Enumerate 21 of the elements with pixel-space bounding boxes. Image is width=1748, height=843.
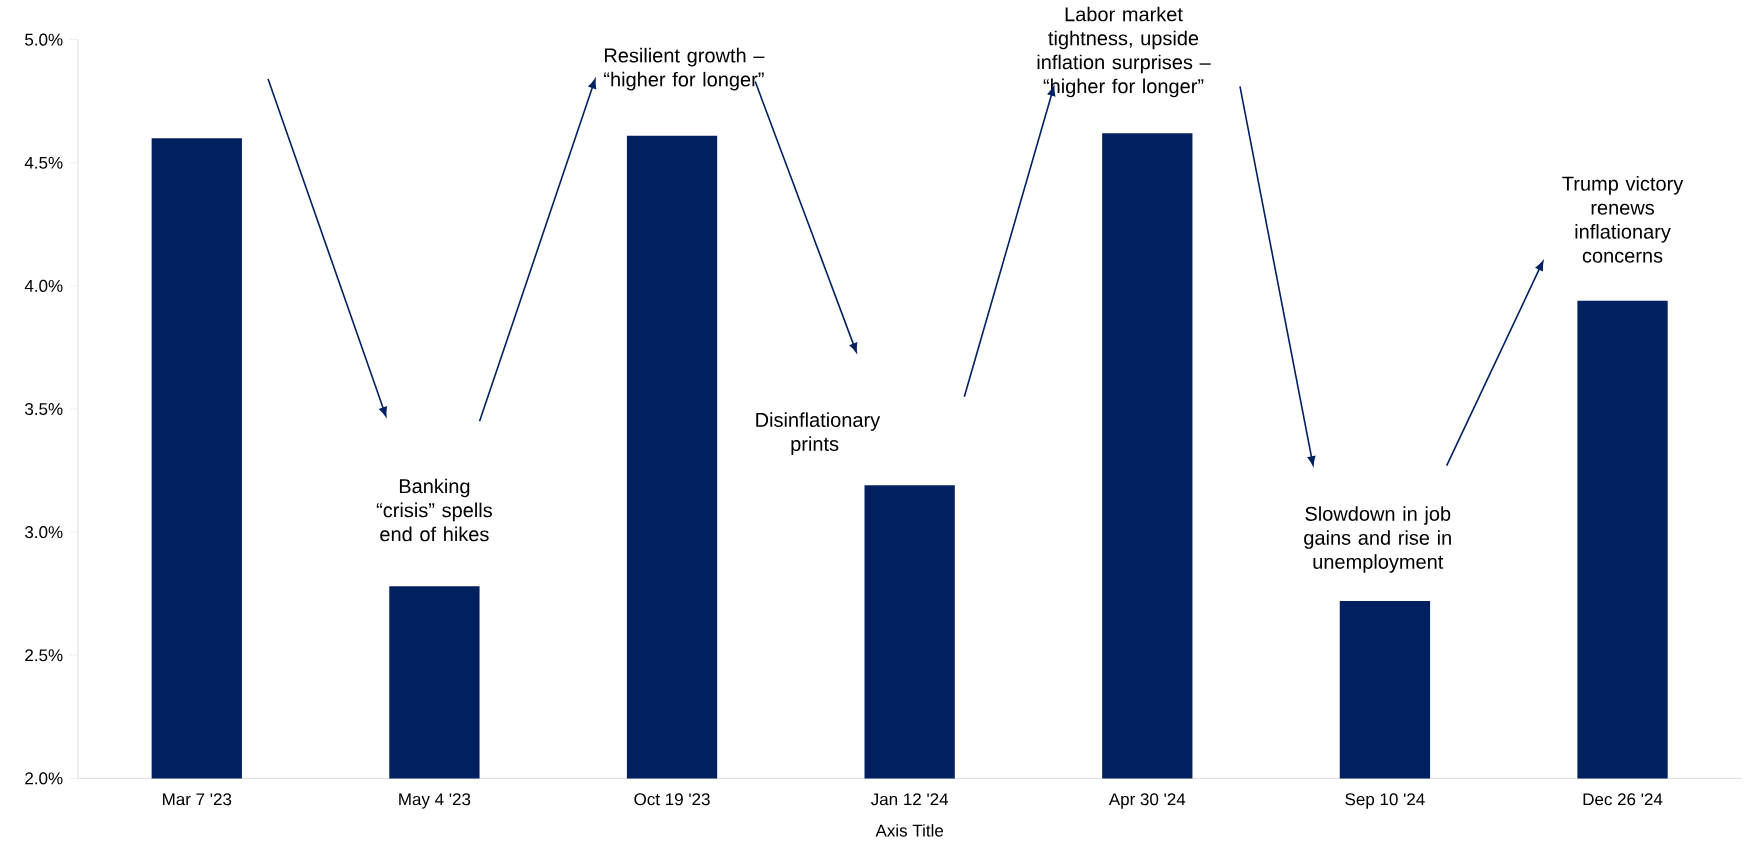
x-tick-label: Apr 30 '24 [1108,793,1186,809]
annotation: Trump victory renews inflationary concerns [1562,175,1684,263]
y-tick-label: 4.5% [24,156,63,169]
annotation: Banking “crisis” spells end of hikes [376,478,492,542]
annotation: Slowdown in job gains and rise in unemployment [1304,506,1451,573]
y-tick-label: 4.0% [24,279,63,292]
y-tick-label: 2.0% [25,772,63,785]
annotation: Disinflationary prints [756,412,881,455]
annotation: Resilient growth – “higher for longer” [604,47,765,91]
x-tick-label: Oct 19 '23 [634,793,710,806]
y-tick-label: 3.0% [25,525,63,539]
y-tick-label: 2.5% [25,649,63,662]
x-tick-label: Dec 26 '24 [1583,793,1663,806]
x-tick-label: Jan 12 '24 [870,793,949,806]
y-tick-label: 5.0% [25,33,63,46]
annotation: Labor market tightness, upside inflation surprises – “higher for longer” [1037,6,1211,98]
y-tick-label: 3.5% [25,402,63,415]
x-axis-title: Axis Title [875,824,944,837]
x-tick-label: May 4 '23 [399,793,471,809]
x-tick-label: Sep 10 '24 [1345,793,1425,809]
x-tick-label: Mar 7 '23 [163,793,232,806]
